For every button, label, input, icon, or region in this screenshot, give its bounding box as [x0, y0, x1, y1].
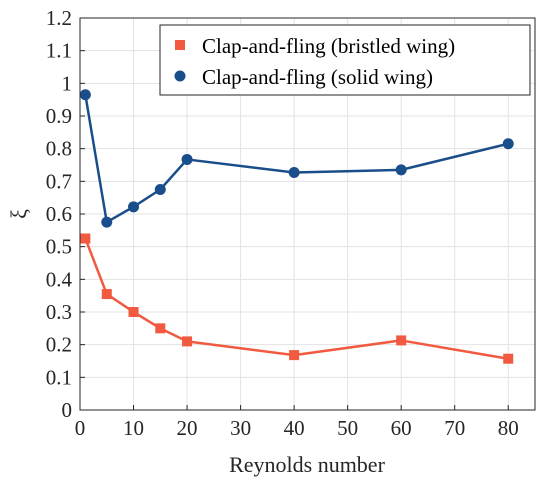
series-markers: [79, 89, 514, 364]
x-tick-label: 50: [337, 416, 358, 440]
data-point-solid: [181, 153, 193, 165]
y-tick-label: 0.8: [46, 137, 72, 161]
y-tick-label: 0.6: [46, 202, 72, 226]
x-tick-label: 40: [284, 416, 305, 440]
data-point-solid: [395, 164, 407, 176]
x-tick-labels: 0 10 20 30 40 50 60 70 80: [75, 416, 519, 440]
x-tick-label: 70: [444, 416, 465, 440]
data-point-bristled: [289, 350, 300, 361]
x-tick-label: 10: [123, 416, 144, 440]
data-point-bristled: [80, 233, 91, 244]
data-point-bristled: [182, 336, 193, 347]
x-tick-label: 30: [230, 416, 251, 440]
legend-marker-solid: [174, 70, 186, 82]
data-point-bristled: [503, 353, 514, 364]
y-tick-label: 0.7: [46, 169, 72, 193]
y-tick-label: 1: [62, 71, 73, 95]
y-tick-label: 0.1: [46, 365, 72, 389]
y-tick-label: 0.4: [46, 267, 73, 291]
data-point-solid: [502, 138, 514, 150]
x-tick-label: 80: [498, 416, 519, 440]
data-point-bristled: [396, 335, 407, 346]
x-axis-label: Reynolds number: [229, 452, 385, 477]
y-tick-label: 0.5: [46, 235, 72, 259]
data-point-solid: [154, 184, 166, 195]
data-point-solid: [288, 167, 300, 179]
y-tick-labels: 0 0.1 0.2 0.3 0.4 0.5 0.6 0.7 0.8 0.9 1 1.1 1.2: [46, 6, 73, 422]
y-tick-label: 1.1: [46, 39, 72, 63]
data-point-solid: [79, 89, 91, 101]
y-tick-label: 0.9: [46, 104, 72, 128]
data-point-solid: [101, 216, 113, 228]
x-tick-label: 0: [75, 416, 86, 440]
y-axis-label: ξ: [6, 209, 31, 219]
x-tick-label: 20: [177, 416, 198, 440]
y-tick-label: 0.3: [46, 300, 72, 324]
y-tick-label: 1.2: [46, 6, 72, 30]
data-point-bristled: [101, 289, 112, 300]
y-tick-label: 0: [62, 398, 73, 422]
data-point-bristled: [128, 307, 139, 317]
y-tick-label: 0.2: [46, 333, 72, 357]
legend-label-bristled: Clap-and-fling (bristled wing): [202, 34, 455, 58]
legend-label-solid: Clap-and-fling (solid wing): [202, 65, 433, 89]
legend-marker-bristled: [175, 40, 185, 50]
data-point-bristled: [155, 323, 166, 334]
plot-frame: [79, 17, 536, 411]
legend-box: [159, 24, 531, 96]
x-tick-label: 60: [391, 416, 412, 440]
data-point-solid: [128, 201, 140, 213]
legend: Clap-and-fling (bristled wing) Clap-and-…: [159, 24, 531, 96]
